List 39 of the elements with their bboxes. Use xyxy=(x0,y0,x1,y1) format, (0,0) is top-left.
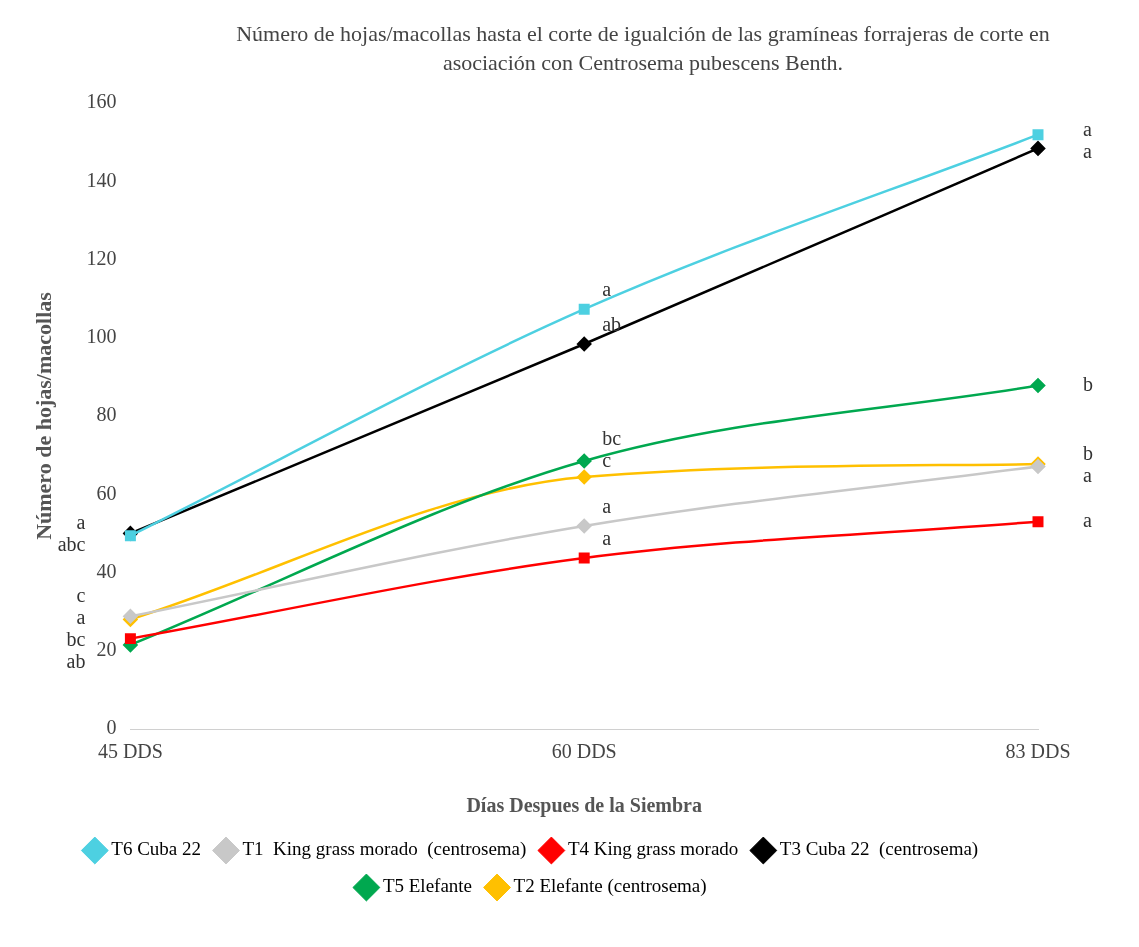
y-tick-label: 0 xyxy=(106,716,117,739)
annotation: c xyxy=(76,584,86,607)
y-tick-label: 20 xyxy=(96,638,117,661)
x-tick-label: 83 DDS xyxy=(1005,740,1071,763)
y-tick-label: 40 xyxy=(96,559,117,582)
x-tick-label: 45 DDS xyxy=(97,740,163,763)
annotation: abc xyxy=(57,532,86,555)
annotation: a xyxy=(1083,509,1092,532)
chart-title: Número de hojas/macollas hasta el corte de igualción de las gramíneas forrajeras de corte en asociación con Centrosema pubescens Benth. xyxy=(235,20,1051,77)
y-axis-title: Número de hojas/macollas xyxy=(30,291,56,541)
legend-label: T1 King grass morado (centrosema) xyxy=(242,838,527,861)
annotation: bc xyxy=(66,628,86,651)
annotation: a xyxy=(1083,117,1092,140)
annotation: a xyxy=(76,510,86,533)
y-tick-label: 60 xyxy=(96,481,117,504)
y-tick-label: 100 xyxy=(86,325,117,348)
annotation: c xyxy=(602,449,612,472)
legend-label: T2 Elefante (centrosema) xyxy=(513,875,707,898)
annotation: ab xyxy=(66,650,86,673)
y-tick-label: 80 xyxy=(96,403,117,426)
annotation: a xyxy=(602,278,612,301)
annotation: ab xyxy=(602,313,622,336)
y-tick-label: 120 xyxy=(86,246,117,269)
annotation: b xyxy=(1083,372,1093,395)
x-tick-label: 60 DDS xyxy=(551,740,617,763)
annotation: a xyxy=(76,606,86,629)
annotation: bc xyxy=(602,427,622,450)
legend-label: T4 King grass morado xyxy=(567,838,739,860)
legend-label: T5 Elefante xyxy=(382,875,473,897)
annotation: a xyxy=(1083,463,1092,486)
annotation: a xyxy=(1083,139,1092,162)
y-tick-label: 140 xyxy=(86,168,117,191)
annotation: a xyxy=(602,527,612,550)
annotation: b xyxy=(1083,441,1093,464)
legend-label: T3 Cuba 22 (centrosema) xyxy=(779,838,979,861)
x-axis-title: Días Despues de la Siembra xyxy=(466,794,702,818)
legend-label: T6 Cuba 22 xyxy=(111,838,202,860)
y-tick-label: 160 xyxy=(86,90,117,113)
annotation: a xyxy=(602,495,612,518)
